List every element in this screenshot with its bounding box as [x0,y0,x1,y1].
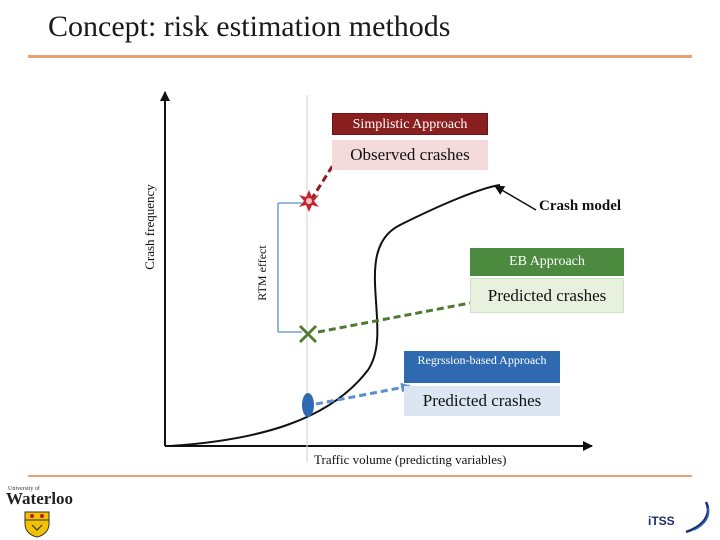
shield-icon [24,511,50,538]
y-axis-label: Crash frequency [142,184,157,270]
eb-approach-header: EB Approach [470,248,624,276]
observed-connector [309,161,337,201]
eb-connector [317,301,471,334]
x-axis-label: Traffic volume (predicting variables) [314,452,507,467]
itss-logo: iTSS [646,496,716,536]
crash-model-label: Crash model [539,198,622,214]
regression-connector [315,382,411,406]
regression-predicted-crashes-box: Predicted crashes [404,386,560,416]
cross-icon [299,325,317,343]
ellipse-icon [302,393,314,417]
waterloo-logo: University of Waterloo [6,484,73,538]
regression-approach-header: Regrssion-based Approach [404,351,560,383]
rtm-effect-label: RTM effect [255,245,269,301]
slide-title: Concept: risk estimation methods [48,10,451,43]
crash-model-pointer [494,185,537,211]
star-burst-icon [299,190,319,212]
footer-divider [28,475,692,477]
swoosh-icon [685,501,710,534]
eb-predicted-crashes-box: Predicted crashes [470,278,624,313]
observed-crashes-box: Observed crashes [332,140,488,170]
title-divider [28,55,692,58]
simplistic-approach-header: Simplistic Approach [332,113,488,135]
